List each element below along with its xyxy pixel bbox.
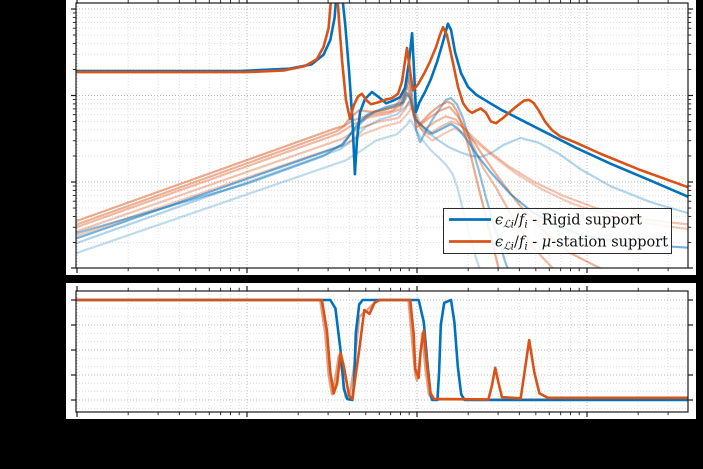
curve-micro-offdiag-1 bbox=[76, 74, 500, 268]
curve-rigid-offdiag-2 bbox=[76, 98, 688, 245]
curve-micro-diagonal bbox=[76, 3, 688, 189]
legend-box bbox=[443, 208, 672, 254]
phase-axes-border bbox=[75, 290, 689, 413]
legend-label-rigid: ϵℒi/fi - Rigid support bbox=[495, 213, 642, 231]
phase-panel-background bbox=[66, 283, 696, 419]
curve-micro-offdiag-4 bbox=[76, 106, 688, 237]
legend-label-micro-station: ϵℒi/fi - μ-station support bbox=[495, 235, 668, 253]
curve-micro-offdiag-2 bbox=[76, 92, 555, 268]
curve-micro-offdiag-3 bbox=[76, 101, 688, 233]
legend: ϵℒi/fi - Rigid support ϵℒi/fi - μ-statio… bbox=[443, 208, 672, 254]
magnitude-axes-border bbox=[75, 2, 689, 269]
curve-micro-phase bbox=[76, 298, 688, 401]
magnitude-curves bbox=[76, 3, 688, 268]
phase-curves bbox=[76, 298, 688, 402]
